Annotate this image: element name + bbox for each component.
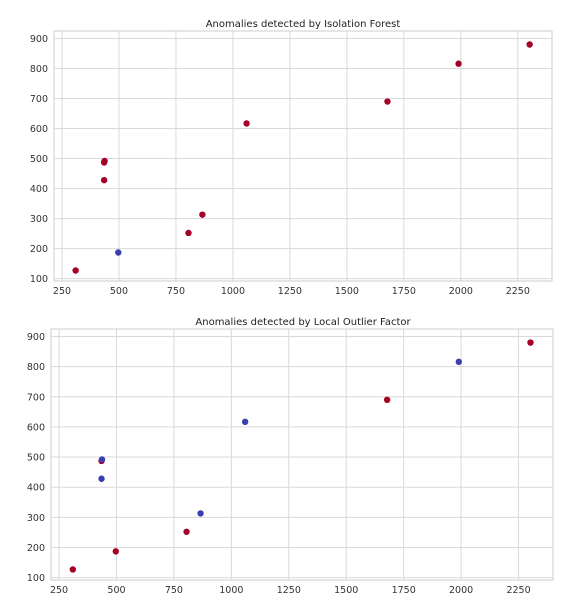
normal-point [98,456,106,463]
x-tick-label: 500 [110,286,128,297]
y-tick-label: 100 [27,573,45,584]
y-tick-label: 300 [30,214,48,225]
anomaly-point [72,267,79,274]
y-axis-ticks: 100 200 300 400 500 600 700 800 900 [30,34,48,285]
y-tick-label: 700 [30,94,48,105]
y-tick-label: 800 [27,362,45,373]
x-tick-label: 2000 [449,286,473,297]
y-tick-label: 300 [27,513,45,524]
x-tick-label: 500 [107,585,125,596]
data-points [72,41,533,274]
y-tick-label: 400 [30,184,48,195]
anomaly-point [243,120,250,127]
x-tick-label: 1000 [221,286,245,297]
y-tick-label: 700 [27,392,45,403]
chart-title: Anomalies detected by Isolation Forest [206,19,401,30]
plot-area [53,30,553,282]
x-tick-label: 1250 [277,585,301,596]
x-tick-label: 1000 [219,585,243,596]
normal-point [455,358,463,366]
y-tick-label: 900 [27,332,45,343]
normal-point [241,418,249,426]
x-tick-label: 750 [167,286,185,297]
x-tick-label: 1750 [392,585,416,596]
y-tick-label: 600 [27,422,45,433]
anomaly-point [527,339,534,346]
anomaly-point [185,229,192,237]
x-tick-label: 2250 [506,585,530,596]
anomaly-point [199,211,206,218]
chart-title: Anomalies detected by Local Outlier Fact… [195,317,411,328]
y-tick-label: 200 [27,543,45,554]
grid-lines [54,31,552,281]
anomaly-point [383,396,391,404]
x-tick-label: 1500 [335,286,359,297]
y-tick-label: 400 [27,483,45,494]
x-tick-label: 2000 [449,585,473,596]
plot-area [50,328,554,581]
x-axis-ticks: 250 500 750 1000 1250 1500 1750 2000 2250 [50,585,531,596]
normal-point [98,475,105,482]
y-tick-label: 600 [30,124,48,135]
anomaly-point [100,176,108,184]
y-tick-label: 200 [30,244,48,255]
x-tick-label: 1250 [278,286,302,297]
normal-point [115,249,122,256]
x-tick-label: 250 [53,286,71,297]
anomaly-point [455,60,462,67]
local-outlier-factor-chart: Anomalies detected by Local Outlier Fact… [27,317,554,596]
isolation-forest-chart: Anomalies detected by Isolation Forest 2… [30,19,553,297]
grid-lines [51,329,553,580]
anomaly-point [384,98,391,105]
x-tick-label: 2250 [506,286,530,297]
y-axis-ticks: 100 200 300 400 500 600 700 800 900 [27,332,45,584]
x-tick-label: 750 [165,585,183,596]
anomaly-point [101,157,108,165]
y-tick-label: 100 [30,274,48,285]
normal-point [197,510,204,517]
x-tick-label: 1500 [334,585,358,596]
anomaly-point [69,566,77,573]
anomaly-point [183,528,190,535]
y-tick-label: 900 [30,34,48,45]
x-tick-label: 1750 [392,286,416,297]
data-points [69,339,534,573]
anomaly-point [526,41,533,48]
anomaly-point [112,548,119,555]
y-tick-label: 800 [30,64,48,75]
x-tick-label: 250 [50,585,68,596]
x-axis-ticks: 250 500 750 1000 1250 1500 1750 2000 2250 [53,286,530,297]
y-tick-label: 500 [30,154,48,165]
y-tick-label: 500 [27,453,45,464]
